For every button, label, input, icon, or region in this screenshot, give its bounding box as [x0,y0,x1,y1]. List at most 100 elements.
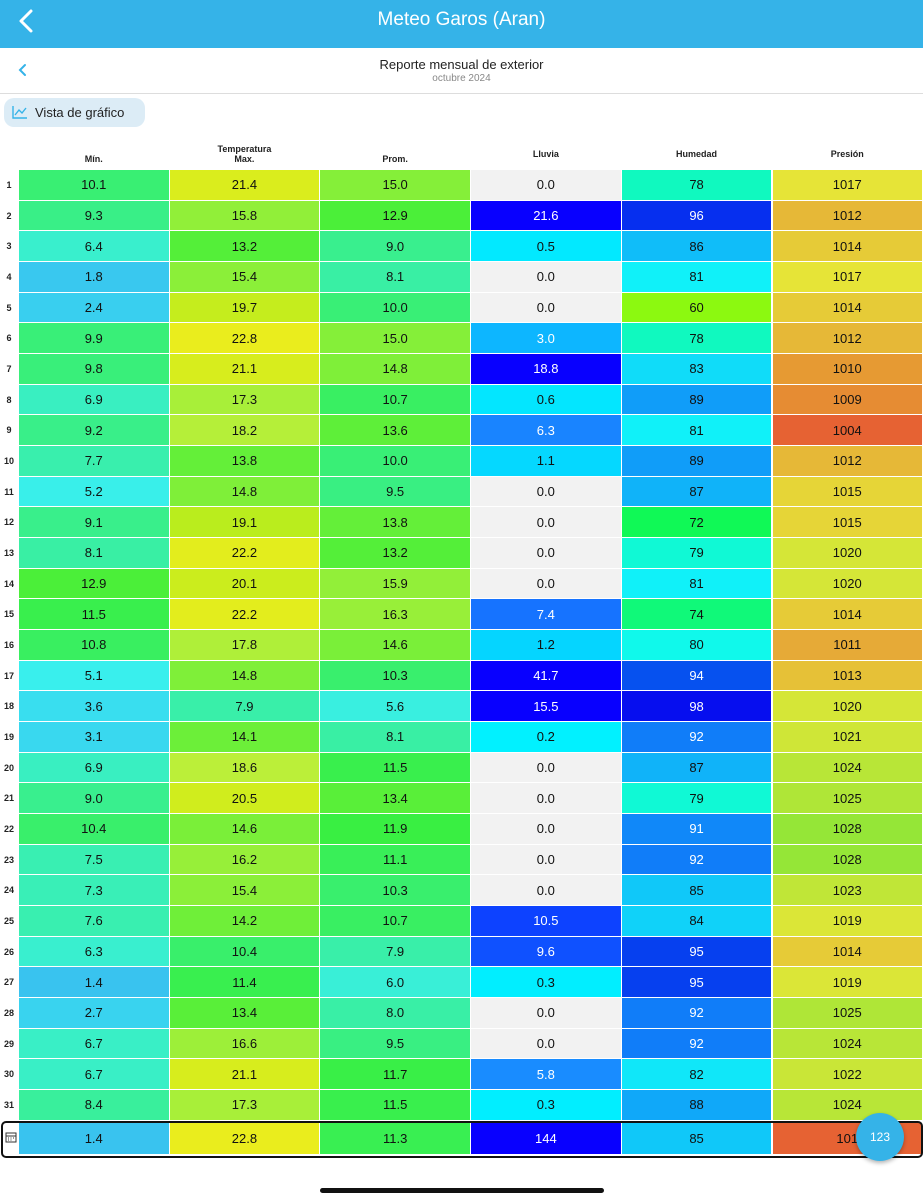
table-cell: 22.2 [169,599,320,629]
table-cell: 8.1 [19,538,169,568]
table-cell: 15.0 [320,170,470,200]
row-day: 11 [4,486,14,497]
table-cell: 10.7 [320,384,470,415]
table-cell: 16.6 [169,1028,320,1059]
table-cell: 92 [621,998,772,1028]
app-title: Meteo Garos (Aran) [377,9,546,30]
row-day: 9 [6,425,12,436]
table-cell: 0.0 [471,875,621,905]
table-cell: 85 [621,875,772,905]
row-day: 4 [6,272,12,282]
table-cell: 21.4 [169,170,320,200]
table-cell: 2.7 [19,998,169,1028]
row-day: 6 [6,333,12,344]
table-cell: 15.4 [169,875,320,905]
table-cell: 0.0 [471,998,621,1028]
table-cell: 1023 [772,875,922,905]
table-cell: 1014 [772,292,922,323]
table-cell: 3.1 [19,722,169,752]
prev-button[interactable] [14,62,30,78]
table-cell: 10.5 [471,906,621,936]
table-cell: 9.2 [19,415,169,445]
table-cell: 92 [621,1028,772,1059]
table-cell: 3.0 [471,323,621,353]
table-cell: 12.9 [19,568,169,599]
table-cell: 89 [621,446,772,476]
calendar-icon [5,1132,17,1143]
row-day: 23 [3,854,14,865]
fab-button[interactable]: 123 [856,1113,904,1161]
table-cell: 95 [621,967,772,997]
table-cell: 0.0 [471,814,621,844]
table-cell: 74 [621,599,772,629]
table-cell: 6.9 [19,384,169,415]
table-cell: 1012 [772,323,922,353]
row-day: 26 [3,946,14,957]
table-cell: 14.1 [169,722,320,752]
table-cell: 1020 [772,691,922,721]
table-cell: 10.0 [320,292,470,323]
table-cell: 82 [621,1059,772,1089]
row-day: 22 [3,824,14,835]
table-cell: 1028 [772,844,922,875]
table-cell: 92 [621,722,772,752]
row-day: 30 [3,1069,14,1080]
table-cell: 1017 [772,262,922,292]
table-cell: 6.7 [19,1059,169,1089]
table-cell: 10.3 [320,660,470,691]
table-cell: 41.7 [471,660,621,691]
summary-cell: 85 [621,1123,772,1154]
row-day: 28 [3,1008,14,1019]
row-day: 3 [6,241,12,252]
table-cell: 9.9 [19,323,169,353]
table-cell: 11.5 [320,1090,470,1120]
table-cell: 1020 [772,568,922,599]
column-header: Max. [234,154,255,164]
row-day: 14 [3,578,14,589]
row-day: 13 [3,548,14,559]
table-cell: 15.9 [320,568,470,599]
table-cell: 8.4 [19,1090,169,1120]
chart-view-button[interactable]: Vista de gráfico [4,98,145,127]
row-day: 19 [3,732,14,743]
row-day: 7 [6,364,12,375]
row-day: 25 [3,916,14,927]
table-cell: 13.8 [169,446,320,476]
summary-cell: 22.8 [169,1123,320,1154]
table-cell: 14.2 [169,906,320,936]
table-cell: 12.9 [320,200,470,231]
table-cell: 9.6 [471,936,621,967]
table-cell: 15.8 [169,200,320,231]
table-cell: 92 [621,844,772,875]
table-cell: 5.1 [19,660,169,691]
table-cell: 89 [621,384,772,415]
table-cell: 9.5 [320,1028,470,1059]
table-cell: 6.4 [19,231,169,261]
table-cell: 91 [621,814,772,844]
row-day: 1 [6,180,12,190]
table-cell: 0.0 [471,476,621,507]
table-cell: 15.5 [471,691,621,721]
table-cell: 1024 [772,1028,922,1059]
table-cell: 1015 [772,476,922,507]
column-header: Mín. [84,154,103,164]
back-button[interactable] [14,8,40,34]
table-cell: 3.6 [19,691,169,721]
table-cell: 80 [621,630,772,660]
table-cell: 10.3 [320,875,470,905]
table-cell: 72 [621,507,772,537]
table-cell: 7.5 [19,844,169,875]
row-day: 10 [3,456,14,467]
table-cell: 9.8 [19,354,169,384]
table-cell: 7.9 [169,691,320,721]
table-cell: 14.8 [320,354,470,384]
table-cell: 1024 [772,752,922,783]
summary-cell: 11.3 [320,1123,470,1154]
table-cell: 79 [621,538,772,568]
row-day: 12 [3,517,14,528]
table-cell: 1019 [772,967,922,997]
table-cell: 18.2 [169,415,320,445]
row-day: 21 [3,793,14,804]
table-cell: 16.3 [320,599,470,629]
